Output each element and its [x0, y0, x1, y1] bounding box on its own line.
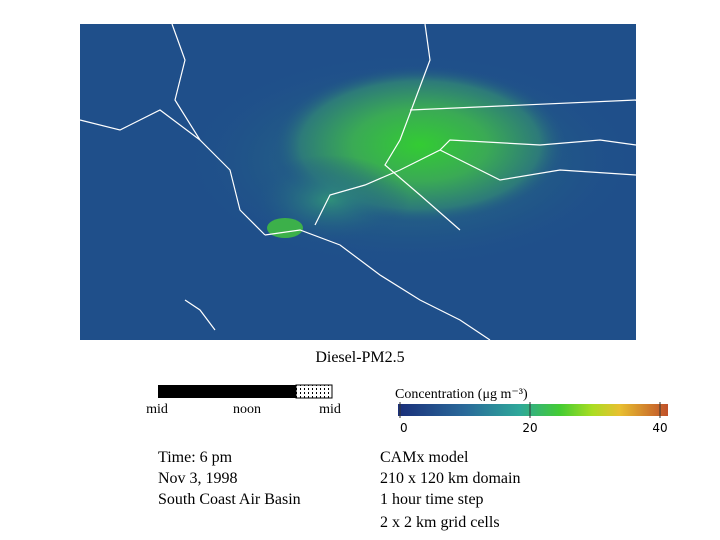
map: [79, 23, 640, 341]
model: CAMx model 210 x 120 km domain 1 hour ti…: [380, 449, 520, 531]
map-title: Diesel-PM2.5: [315, 349, 404, 366]
colorbar-tick-label: 40: [652, 421, 667, 435]
info-line: South Coast Air Basin: [158, 491, 301, 508]
timeline: [158, 384, 333, 399]
colorbar: [398, 404, 668, 416]
info-line: Time: 6 pm: [158, 449, 233, 466]
model-line: 1 hour time step: [380, 491, 484, 508]
model-line: CAMx model: [380, 449, 469, 466]
colorbar-ticks: 0 20 40: [399, 402, 668, 435]
timeline-label: noon: [233, 402, 261, 417]
timeline-label: mid: [146, 402, 168, 417]
info: Time: 6 pm Nov 3, 1998 South Coast Air B…: [158, 449, 301, 508]
timeline-label: mid: [319, 402, 341, 417]
colorbar-tick-label: 20: [522, 421, 537, 435]
colorbar-tick-label: 0: [400, 421, 408, 435]
info-line: Nov 3, 1998: [158, 470, 238, 487]
colorbar-label: Concentration (μg m⁻³): [395, 387, 528, 402]
model-line: 2 x 2 km grid cells: [380, 514, 500, 531]
model-line: 210 x 120 km domain: [380, 470, 520, 487]
